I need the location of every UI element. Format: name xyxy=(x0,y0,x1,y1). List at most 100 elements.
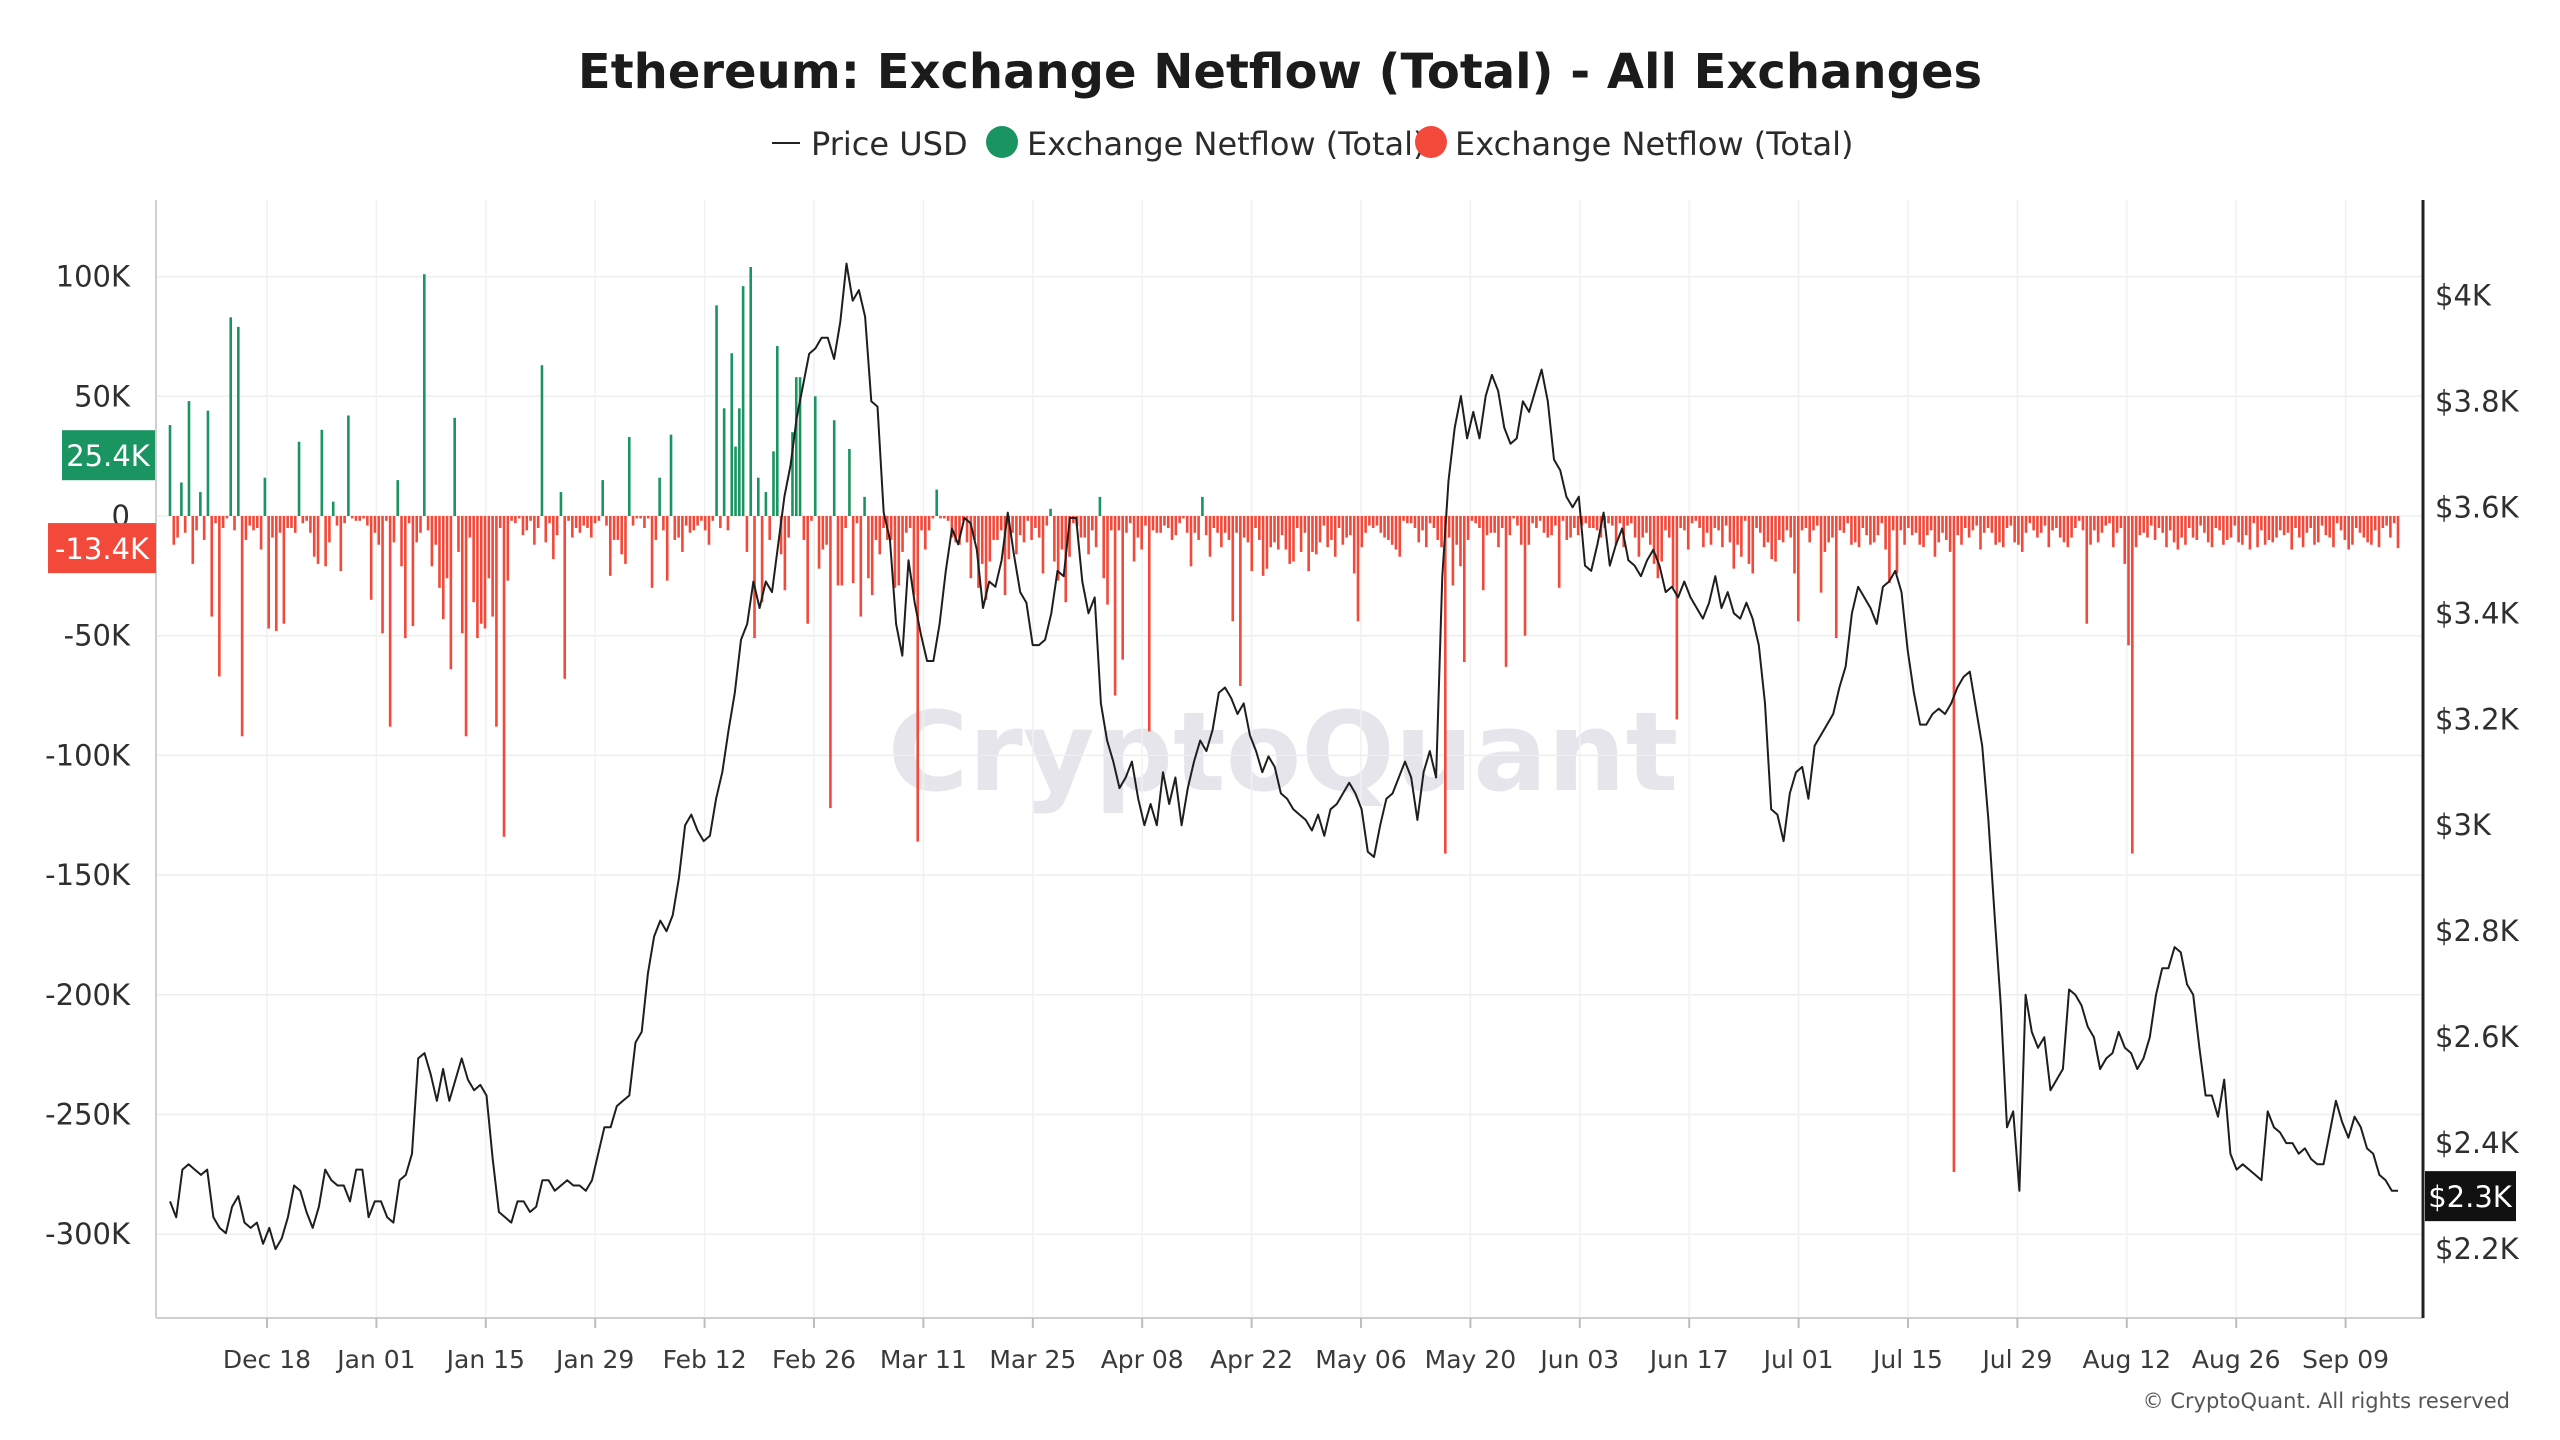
outflow-bar xyxy=(2055,516,2058,528)
x-tick-label: Sep 09 xyxy=(2302,1345,2389,1374)
outflow-bar xyxy=(1440,516,1443,548)
outflow-bar xyxy=(1759,516,1762,533)
inflow-bar xyxy=(199,492,202,517)
outflow-bar xyxy=(2119,516,2123,528)
outflow-bar xyxy=(1466,516,1470,540)
outflow-bar xyxy=(1952,516,1956,1172)
outflow-bar xyxy=(920,516,923,531)
outflow-bar xyxy=(1261,516,1265,576)
outflow-bar xyxy=(2343,516,2347,540)
outflow-bar xyxy=(578,516,582,533)
inflow-bar xyxy=(347,415,350,517)
x-tick-label: Jul 29 xyxy=(1980,1345,2052,1374)
outflow-bar xyxy=(400,516,403,567)
gridlines xyxy=(156,200,2423,1318)
left-tick-label: -100K xyxy=(45,738,131,772)
right-tick-label: $3.2K xyxy=(2435,702,2520,736)
outflow-bar xyxy=(1390,516,1394,545)
outflow-bar xyxy=(2392,516,2396,524)
outflow-bar xyxy=(931,516,935,519)
outflow-bar xyxy=(2279,516,2282,531)
outflow-bar xyxy=(662,516,665,531)
outflow-bar xyxy=(1595,516,1599,531)
pos-badge-value: 25.4K xyxy=(66,439,151,473)
outflow-bar xyxy=(2206,516,2210,543)
outflow-bar xyxy=(1884,516,1887,550)
outflow-bar xyxy=(1383,516,1386,538)
outflow-bar xyxy=(1637,516,1641,557)
outflow-bar xyxy=(988,516,992,562)
x-tick-label: Apr 22 xyxy=(1210,1345,1293,1374)
outflow-bar xyxy=(202,516,206,540)
outflow-bar xyxy=(855,516,859,524)
outflow-bar xyxy=(1337,516,1341,528)
outflow-bar xyxy=(464,516,468,737)
outflow-bar xyxy=(620,516,623,555)
outflow-bar xyxy=(1929,516,1933,531)
outflow-bar xyxy=(472,516,475,603)
outflow-bar xyxy=(1808,516,1811,543)
outflow-bar xyxy=(1087,516,1090,555)
outflow-bar xyxy=(650,516,654,588)
outflow-bar xyxy=(240,516,244,737)
outflow-bar xyxy=(1671,516,1675,588)
outflow-bar xyxy=(2058,516,2062,538)
outflow-bar xyxy=(2362,516,2366,538)
outflow-bar xyxy=(2134,516,2138,548)
outflow-bar xyxy=(878,516,882,555)
outflow-bar xyxy=(2184,516,2187,545)
outflow-bar xyxy=(1220,516,1223,548)
right-tick-label: $3.6K xyxy=(2435,490,2520,524)
outflow-bar xyxy=(1747,516,1751,564)
outflow-bar xyxy=(1094,516,1098,548)
outflow-bar xyxy=(2313,516,2316,545)
left-tick-label: 50K xyxy=(74,379,131,413)
outflow-bar xyxy=(681,516,684,552)
outflow-bar xyxy=(2066,516,2070,548)
inflow-bar xyxy=(775,346,779,516)
price-badge-value: $2.3K xyxy=(2428,1180,2513,1214)
outflow-bar xyxy=(2195,516,2199,540)
outflow-bar xyxy=(1060,516,1064,550)
outflow-bar xyxy=(1861,516,1865,528)
inflow-bar xyxy=(237,326,240,517)
outflow-bar xyxy=(999,516,1003,531)
outflow-bar xyxy=(1740,516,1743,557)
outflow-bar xyxy=(1288,516,1291,564)
inflow-bar xyxy=(832,420,836,517)
outflow-bar xyxy=(2335,516,2339,524)
outflow-bar xyxy=(2347,516,2350,550)
outflow-bar xyxy=(1869,516,1872,545)
outflow-bar xyxy=(2123,516,2127,564)
outflow-bar xyxy=(1227,516,1231,540)
outflow-bar xyxy=(1242,516,1246,538)
outflow-bar xyxy=(1371,516,1375,528)
outflow-bar xyxy=(1083,516,1087,538)
outflow-bar xyxy=(1231,516,1235,622)
outflow-bar xyxy=(1967,516,1971,538)
inflow-bar xyxy=(453,417,456,516)
legend-price-label: Price USD xyxy=(811,125,968,163)
outflow-bar xyxy=(1003,516,1007,596)
outflow-bar xyxy=(1793,516,1796,574)
outflow-bar xyxy=(1713,516,1717,528)
outflow-bar xyxy=(2062,516,2066,543)
outflow-bar xyxy=(1611,516,1614,526)
outflow-bar xyxy=(1470,516,1474,521)
outflow-bar xyxy=(631,516,635,526)
outflow-bar xyxy=(305,516,308,521)
outflow-bar xyxy=(916,516,920,842)
right-tick-label: $2.2K xyxy=(2435,1232,2520,1266)
inflow-bar xyxy=(722,408,726,517)
outflow-bar xyxy=(1284,516,1288,550)
outflow-bar xyxy=(840,516,844,586)
outflow-bar xyxy=(529,516,532,521)
outflow-bar xyxy=(290,516,293,528)
outflow-bar xyxy=(1569,516,1572,538)
outflow-bar xyxy=(430,516,434,567)
outflow-bar xyxy=(339,516,343,572)
outflow-bar xyxy=(1812,516,1815,531)
outflow-bar xyxy=(2028,516,2032,524)
outflow-bar xyxy=(191,516,195,564)
